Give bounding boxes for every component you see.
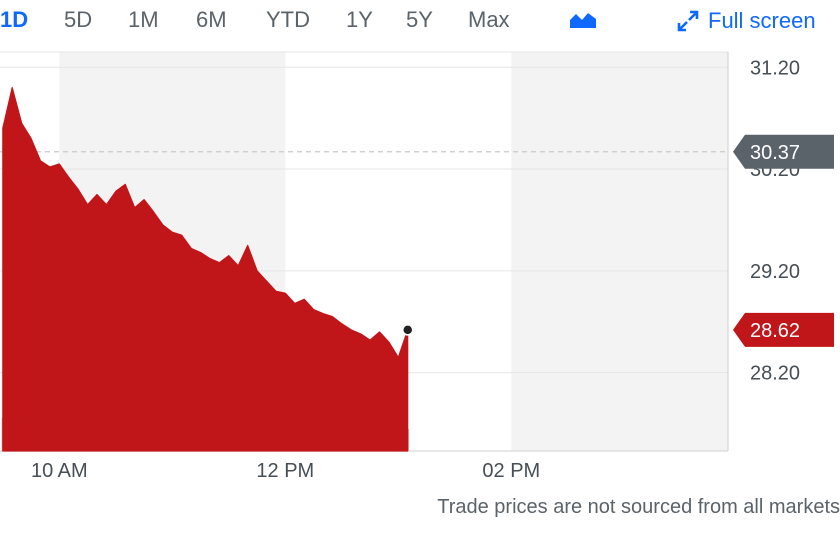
price-series	[2, 87, 414, 452]
last-price-tag: 28.62	[733, 312, 834, 347]
previous-close-tag: 30.37	[733, 134, 834, 169]
x-tick-label: 12 PM	[256, 460, 314, 482]
last-price-tag-shape	[733, 312, 834, 347]
previous-close-tag-label: 30.37	[750, 142, 800, 164]
range-tab-max[interactable]: Max	[468, 7, 510, 32]
y-tick-label: 29.20	[750, 261, 800, 283]
x-tick-label: 10 AM	[31, 460, 88, 482]
range-tab-5y[interactable]: 5Y	[406, 7, 433, 32]
range-tab-ytd[interactable]: YTD	[266, 7, 310, 32]
last-price-tag-label: 28.62	[750, 320, 800, 342]
expand-arrows-icon	[677, 10, 699, 32]
mountain-chart-icon[interactable]	[568, 8, 602, 36]
y-tick-label: 31.20	[750, 57, 800, 79]
range-selector: 1D 5D 1M 6M YTD 1Y 5Y Max Full screen	[0, 0, 840, 42]
fullscreen-button[interactable]: Full screen	[676, 6, 816, 36]
shaded-band-afternoon	[511, 52, 728, 451]
x-tick-label: 02 PM	[482, 460, 540, 482]
last-price-dot	[401, 324, 414, 336]
fullscreen-label: Full screen	[708, 8, 816, 33]
x-axis: 10 AM 12 PM 02 PM	[31, 460, 540, 482]
price-tags: 30.37 28.62	[733, 134, 834, 347]
range-tab-6m[interactable]: 6M	[196, 7, 227, 32]
range-tab-5d[interactable]: 5D	[64, 7, 93, 32]
footnote: Trade prices are not sourced from all ma…	[437, 496, 840, 518]
range-tab-1m[interactable]: 1M	[128, 7, 159, 32]
y-tick-label: 28.20	[750, 363, 800, 385]
range-tab-1d[interactable]: 1D	[0, 7, 29, 32]
previous-close-tag-shape	[733, 134, 834, 169]
price-area	[2, 87, 409, 452]
range-tab-1y[interactable]: 1Y	[346, 7, 373, 32]
